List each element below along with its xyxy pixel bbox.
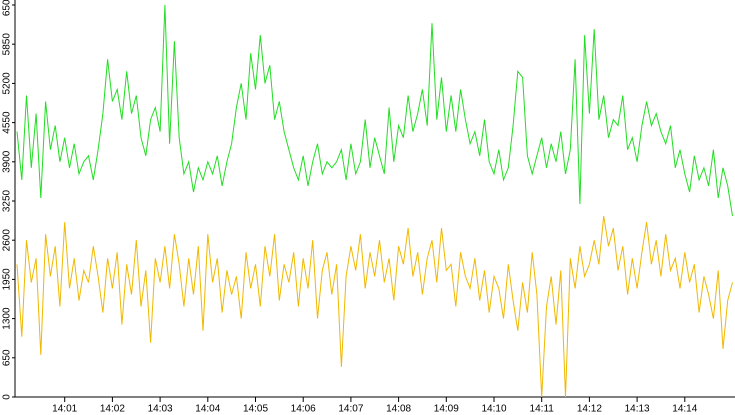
x-tick-label: 14:03 <box>148 404 173 415</box>
x-tick-label: 14:06 <box>291 404 316 415</box>
x-tick-label: 14:11 <box>530 404 555 415</box>
x-tick-label: 14:05 <box>243 404 268 415</box>
x-tick-label: 14:14 <box>672 404 697 415</box>
y-tick-label: 3900 <box>2 150 13 173</box>
y-tick-label: 1950 <box>2 268 13 291</box>
y-tick-label: 2600 <box>2 229 13 252</box>
y-tick-label: 1300 <box>2 307 13 330</box>
y-tick-label: 5200 <box>2 72 13 95</box>
series-line <box>16 216 733 398</box>
y-tick-label: 4550 <box>2 111 13 134</box>
y-tick-label: 3250 <box>2 189 13 212</box>
y-tick-label: 5850 <box>2 33 13 56</box>
x-tick-label: 14:02 <box>100 404 125 415</box>
x-tick-label: 14:08 <box>386 404 411 415</box>
y-tick-label: 6500 <box>2 0 13 16</box>
x-tick-label: 14:04 <box>195 404 220 415</box>
x-tick-label: 14:12 <box>577 404 602 415</box>
x-tick-label: 14:07 <box>338 404 363 415</box>
x-tick-label: 14:01 <box>52 404 77 415</box>
x-tick-label: 14:10 <box>481 404 506 415</box>
x-tick-label: 14:09 <box>434 404 459 415</box>
series-line <box>16 4 733 217</box>
y-tick-label: 0 <box>2 394 13 400</box>
x-tick-label: 14:13 <box>625 404 650 415</box>
y-tick-label: 650 <box>2 349 13 366</box>
